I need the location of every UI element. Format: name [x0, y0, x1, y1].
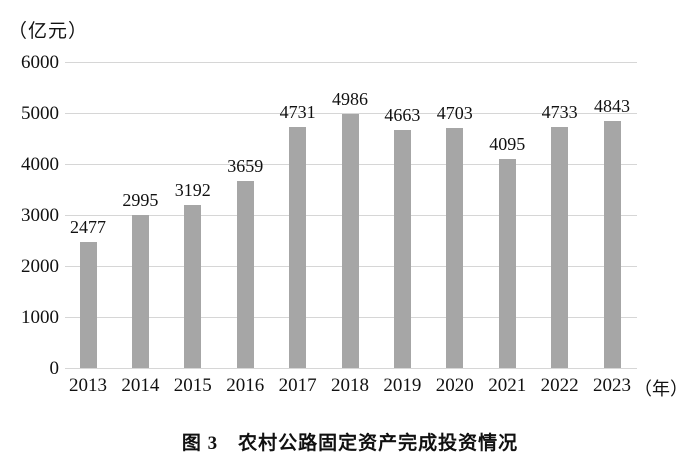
x-tick-label: 2017 [278, 375, 317, 396]
x-tick-label: 2015 [173, 375, 212, 396]
bar [289, 126, 307, 368]
gridline [65, 368, 637, 369]
bar-value-label: 4986 [332, 88, 368, 109]
x-tick-label: 2023 [593, 375, 631, 396]
y-tick-label: 6000 [21, 52, 59, 73]
y-tick-label: 4000 [21, 154, 59, 175]
bar [184, 205, 202, 368]
x-tick-label: 2019 [383, 375, 422, 396]
x-axis-unit-label: （年） [634, 379, 688, 399]
bar-value-label: 4703 [436, 103, 473, 124]
bar-value-label: 3192 [174, 180, 211, 201]
figure-caption: 图 3 农村公路固定资产完成投资情况 [181, 433, 519, 454]
x-tick-label: 2021 [488, 375, 527, 396]
x-tick-label: 2013 [69, 375, 107, 396]
bar [79, 241, 97, 368]
bar-value-label: 4731 [279, 101, 316, 122]
bar [341, 113, 359, 368]
bar [393, 130, 411, 368]
x-tick-label: 2018 [331, 375, 369, 396]
bar-value-label: 2477 [70, 216, 106, 237]
bar [236, 181, 254, 368]
bar-value-label: 4733 [541, 101, 578, 122]
bar-value-label: 4095 [489, 134, 526, 155]
x-tick-label: 2014 [121, 375, 160, 396]
y-tick-label: 1000 [21, 307, 59, 328]
bar [603, 121, 621, 368]
bar-value-label: 3659 [227, 156, 264, 177]
y-tick-label: 2000 [21, 256, 59, 277]
x-tick-label: 2022 [540, 375, 579, 396]
x-tick-label: 2020 [435, 375, 474, 396]
bar [131, 215, 149, 368]
bar-value-label: 2995 [122, 190, 159, 211]
gridline [65, 113, 637, 114]
gridline [65, 62, 637, 63]
bar-value-label: 4663 [384, 105, 421, 126]
y-tick-label: 5000 [21, 103, 59, 124]
bar-value-label: 4843 [594, 96, 630, 116]
y-tick-label: 0 [49, 358, 60, 379]
x-tick-label: 2016 [226, 375, 265, 396]
y-axis-unit-label: （亿元） [8, 21, 89, 42]
bar [498, 159, 516, 368]
bar [551, 126, 569, 368]
y-tick-label: 3000 [21, 205, 59, 226]
bar [446, 128, 464, 368]
